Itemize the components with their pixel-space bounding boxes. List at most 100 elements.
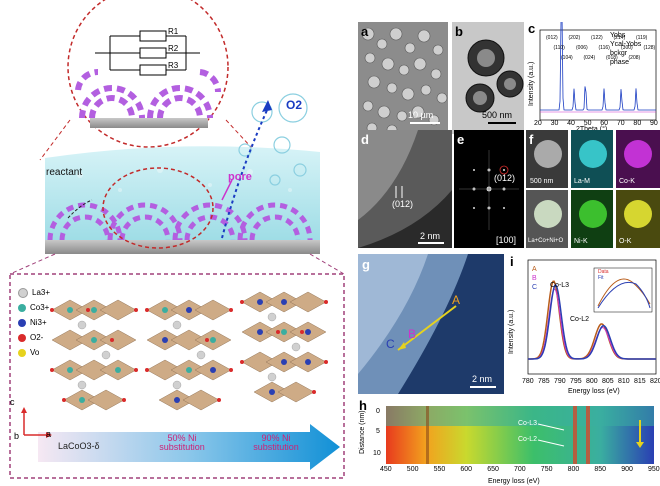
xrd-peak-label-5: (024)	[583, 55, 596, 61]
zoom-pores	[75, 68, 222, 119]
panel-g: g A B C 2 nm	[358, 254, 504, 394]
eels-xtick-1: 785	[538, 378, 550, 385]
map-xtick-1: 500	[406, 466, 419, 473]
panel-e: e (012) [100]	[454, 130, 524, 248]
atom-legend: La3+ Co3+ Ni3+ O2- Vo	[18, 285, 50, 360]
xrd-xtick-5: 70	[616, 120, 625, 127]
xrd-peak-label-1: (110)	[553, 45, 565, 51]
zoom-circle	[67, 0, 229, 148]
eels-xtick-4: 800	[586, 378, 598, 385]
map-co	[616, 130, 660, 188]
panel-d-scale: 2 nm	[420, 231, 441, 241]
axis-a-label: a	[46, 429, 52, 439]
panel-e-zone: [100]	[496, 235, 517, 245]
legend-ni: Ni3+	[18, 315, 50, 330]
xrd-peak-label-3: (202)	[568, 35, 581, 41]
crystal-2	[145, 299, 233, 411]
linescan-map	[386, 406, 654, 464]
map-xtick-10: 950	[648, 466, 660, 473]
legend-co: Co3+	[18, 300, 50, 315]
panel-b-scalebar	[488, 122, 516, 124]
inset-legend-fit: Fit	[598, 275, 604, 281]
xrd-peak-label-9: (214)	[613, 35, 626, 41]
panel-a-label: a	[361, 24, 369, 39]
legend-phase: phase	[610, 59, 630, 66]
map-xtick-7: 800	[567, 466, 580, 473]
map-label-ni: Ni-K	[574, 238, 588, 245]
panel-g-scalebar	[470, 386, 496, 388]
legend-ycalc: Ycal-Yobs	[610, 41, 642, 48]
series-c	[528, 284, 656, 360]
map-xtick-8: 850	[594, 466, 607, 473]
xrd-peak-label-10: (300)	[621, 45, 633, 51]
crystal-1	[50, 299, 138, 411]
axis-b-label: b	[14, 431, 20, 441]
xrd-series	[540, 22, 656, 111]
eels-plot	[527, 259, 657, 375]
xrd-peak-label-6: (122)	[591, 35, 603, 41]
o2-path	[221, 107, 269, 239]
xrd-xtick-1: 30	[550, 120, 559, 127]
crystal-structures	[50, 291, 328, 411]
map-xtick-4: 650	[487, 466, 499, 473]
eels-inset	[593, 267, 653, 313]
ytick-10: 10	[373, 450, 381, 457]
xrd-xtick-4: 60	[600, 120, 609, 127]
reactant-label: reactant	[46, 167, 83, 178]
map-xtick-0: 450	[380, 466, 392, 473]
xrd-xtick-2: 40	[567, 120, 575, 127]
map-overlay	[526, 190, 568, 248]
map-label-co: Co-K	[619, 178, 635, 185]
panel-e-spot: (012)	[494, 173, 516, 183]
film-pores	[47, 202, 313, 241]
panel-g-label: g	[362, 257, 370, 272]
fft-image	[459, 150, 519, 230]
peak-l3-label: Co-L3	[550, 282, 570, 289]
legend-la: La3+	[18, 285, 50, 300]
xrd-xtick-7: 90	[650, 120, 658, 127]
legend-bckgr: bckgr	[610, 50, 628, 57]
xrd-peak-label-13: (128)	[643, 45, 656, 51]
sem-image	[361, 27, 448, 134]
ytick-0: 0	[376, 408, 380, 415]
eels-xtick-6: 810	[618, 378, 630, 385]
map-ni	[571, 190, 613, 248]
ytick-5: 5	[376, 428, 380, 435]
xrd-peak-label-4: (006)	[576, 45, 588, 51]
xrd-peak-label-2: (104)	[561, 55, 573, 61]
co-icon	[18, 303, 26, 312]
axis-c-label: c	[10, 397, 15, 407]
panel-d-spacing: (012)	[392, 199, 414, 209]
o-icon	[18, 333, 26, 342]
eels-xtick-7: 815	[634, 378, 646, 385]
legend-yobs: Yobs	[610, 32, 626, 39]
arrow-label-2: 90% Ni substitution	[253, 433, 299, 452]
point-a-label: A	[452, 293, 461, 307]
pore-label: pore	[228, 171, 252, 183]
panel-c-ylabel: Intensity (a.u.)	[528, 61, 535, 106]
la-icon	[18, 287, 28, 298]
map-xtick-5: 700	[514, 466, 526, 473]
resistor-3-label: R3	[168, 61, 179, 70]
film-zoom-ellipse	[102, 167, 214, 249]
point-c-label: C	[386, 337, 395, 351]
resistor-1-label: R1	[168, 27, 179, 36]
panel-a-scalebar	[410, 122, 440, 124]
panel-h-label: h	[359, 398, 367, 413]
eels-xtick-3: 795	[570, 378, 582, 385]
map-la	[571, 130, 613, 188]
xrd-peak-label-8: (018)	[606, 55, 618, 61]
map-label-la: La-M	[574, 178, 590, 185]
annot-l2: Co-L2	[518, 436, 538, 443]
panel-a-scale: 10 µm	[408, 110, 434, 120]
map-xtick-2: 550	[433, 466, 446, 473]
eels-xtick-5: 805	[602, 378, 614, 385]
panel-e-label: e	[457, 132, 465, 147]
panel-h-xlabel: Energy loss (eV)	[488, 478, 540, 485]
resistor-2-label: R2	[168, 44, 179, 53]
tem-image	[465, 39, 524, 113]
xrd-peak-label-7: (116)	[598, 45, 610, 51]
panel-i-xlabel: Energy loss (eV)	[568, 388, 620, 395]
point-b-label: B	[408, 327, 417, 341]
xrd-xtick-6: 80	[633, 120, 642, 127]
